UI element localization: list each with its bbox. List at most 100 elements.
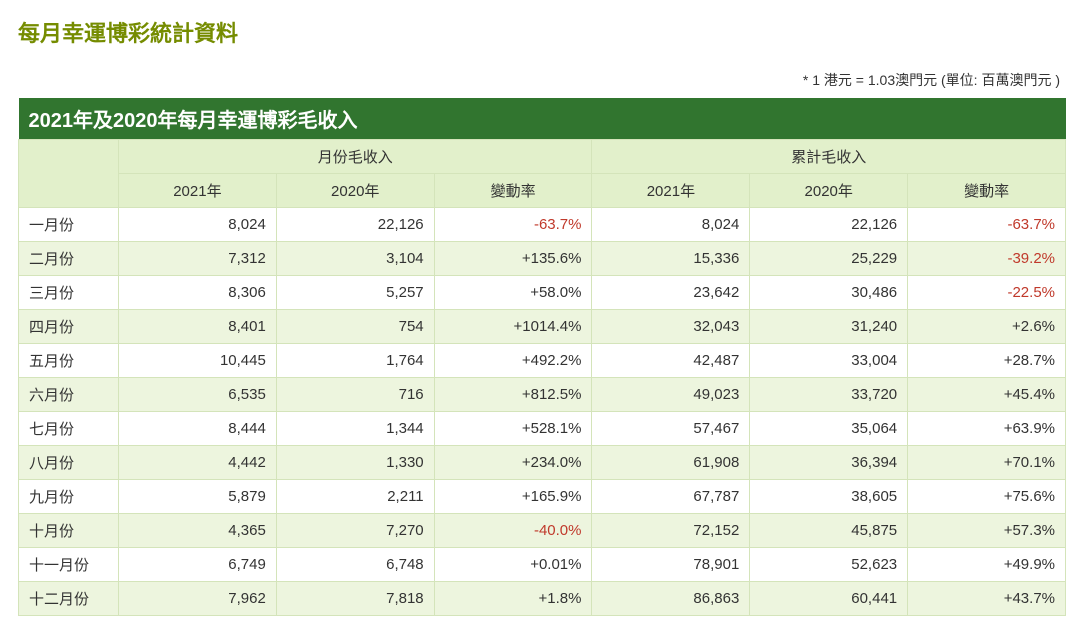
- month-label: 十二月份: [19, 582, 119, 616]
- cumulative-2021: 72,152: [592, 514, 750, 548]
- month-label: 一月份: [19, 208, 119, 242]
- monthly-2020: 1,330: [276, 446, 434, 480]
- monthly-2021: 7,312: [119, 242, 277, 276]
- monthly-2021: 8,306: [119, 276, 277, 310]
- table-row: 五月份10,4451,764+492.2%42,48733,004+28.7%: [19, 344, 1066, 378]
- cumulative-2021: 32,043: [592, 310, 750, 344]
- group-header-row: 月份毛收入 累計毛收入: [19, 140, 1066, 174]
- monthly-2021: 5,879: [119, 480, 277, 514]
- monthly-rate: +1.8%: [434, 582, 592, 616]
- monthly-2021: 8,401: [119, 310, 277, 344]
- cumulative-2020: 33,004: [750, 344, 908, 378]
- monthly-rate: +1014.4%: [434, 310, 592, 344]
- monthly-2021: 4,365: [119, 514, 277, 548]
- monthly-2020: 22,126: [276, 208, 434, 242]
- cumulative-rate: -63.7%: [908, 208, 1066, 242]
- col-header: 2021年: [119, 174, 277, 208]
- cumulative-2020: 60,441: [750, 582, 908, 616]
- stats-table: 2021年及2020年每月幸運博彩毛收入 月份毛收入 累計毛收入 2021年 2…: [18, 98, 1066, 616]
- group-header-cumulative: 累計毛收入: [592, 140, 1066, 174]
- cumulative-2021: 23,642: [592, 276, 750, 310]
- month-label: 四月份: [19, 310, 119, 344]
- monthly-2020: 716: [276, 378, 434, 412]
- cumulative-2020: 36,394: [750, 446, 908, 480]
- table-row: 八月份4,4421,330+234.0%61,90836,394+70.1%: [19, 446, 1066, 480]
- cumulative-2020: 52,623: [750, 548, 908, 582]
- month-label: 二月份: [19, 242, 119, 276]
- table-row: 七月份8,4441,344+528.1%57,46735,064+63.9%: [19, 412, 1066, 446]
- table-row: 十二月份7,9627,818+1.8%86,86360,441+43.7%: [19, 582, 1066, 616]
- cumulative-2021: 86,863: [592, 582, 750, 616]
- cumulative-2020: 25,229: [750, 242, 908, 276]
- col-header: 變動率: [908, 174, 1066, 208]
- col-header: 變動率: [434, 174, 592, 208]
- monthly-rate: +135.6%: [434, 242, 592, 276]
- table-row: 三月份8,3065,257+58.0%23,64230,486-22.5%: [19, 276, 1066, 310]
- cumulative-rate: -22.5%: [908, 276, 1066, 310]
- month-label: 三月份: [19, 276, 119, 310]
- monthly-2021: 8,024: [119, 208, 277, 242]
- monthly-2020: 7,270: [276, 514, 434, 548]
- unit-note: * 1 港元 = 1.03澳門元 (單位: 百萬澳門元 ): [18, 70, 1060, 90]
- table-row: 二月份7,3123,104+135.6%15,33625,229-39.2%: [19, 242, 1066, 276]
- cumulative-2020: 38,605: [750, 480, 908, 514]
- table-row: 十月份4,3657,270-40.0%72,15245,875+57.3%: [19, 514, 1066, 548]
- month-label: 五月份: [19, 344, 119, 378]
- monthly-rate: +492.2%: [434, 344, 592, 378]
- monthly-2021: 4,442: [119, 446, 277, 480]
- cumulative-rate: +57.3%: [908, 514, 1066, 548]
- table-caption: 2021年及2020年每月幸運博彩毛收入: [19, 98, 1066, 140]
- cumulative-rate: -39.2%: [908, 242, 1066, 276]
- cumulative-2021: 49,023: [592, 378, 750, 412]
- month-label: 七月份: [19, 412, 119, 446]
- monthly-2020: 3,104: [276, 242, 434, 276]
- cumulative-2020: 31,240: [750, 310, 908, 344]
- group-header-monthly: 月份毛收入: [119, 140, 592, 174]
- month-label: 八月份: [19, 446, 119, 480]
- cumulative-2020: 33,720: [750, 378, 908, 412]
- monthly-2021: 7,962: [119, 582, 277, 616]
- cumulative-2021: 78,901: [592, 548, 750, 582]
- monthly-rate: +234.0%: [434, 446, 592, 480]
- cumulative-2021: 57,467: [592, 412, 750, 446]
- monthly-2020: 6,748: [276, 548, 434, 582]
- cumulative-2020: 22,126: [750, 208, 908, 242]
- monthly-rate: +0.01%: [434, 548, 592, 582]
- monthly-2020: 2,211: [276, 480, 434, 514]
- table-body: 一月份8,02422,126-63.7%8,02422,126-63.7%二月份…: [19, 208, 1066, 616]
- table-row: 十一月份6,7496,748+0.01%78,90152,623+49.9%: [19, 548, 1066, 582]
- month-label: 十一月份: [19, 548, 119, 582]
- cumulative-2020: 45,875: [750, 514, 908, 548]
- monthly-rate: -40.0%: [434, 514, 592, 548]
- monthly-rate: +58.0%: [434, 276, 592, 310]
- monthly-rate: +528.1%: [434, 412, 592, 446]
- monthly-2021: 10,445: [119, 344, 277, 378]
- col-header: 2020年: [750, 174, 908, 208]
- cumulative-rate: +2.6%: [908, 310, 1066, 344]
- cumulative-rate: +45.4%: [908, 378, 1066, 412]
- month-label: 六月份: [19, 378, 119, 412]
- cumulative-2021: 61,908: [592, 446, 750, 480]
- monthly-2020: 1,764: [276, 344, 434, 378]
- monthly-rate: +165.9%: [434, 480, 592, 514]
- cumulative-2021: 8,024: [592, 208, 750, 242]
- cumulative-rate: +49.9%: [908, 548, 1066, 582]
- col-header: 2021年: [592, 174, 750, 208]
- cumulative-rate: +70.1%: [908, 446, 1066, 480]
- monthly-2020: 1,344: [276, 412, 434, 446]
- cumulative-rate: +28.7%: [908, 344, 1066, 378]
- monthly-2021: 6,749: [119, 548, 277, 582]
- cumulative-2021: 15,336: [592, 242, 750, 276]
- table-caption-row: 2021年及2020年每月幸運博彩毛收入: [19, 98, 1066, 140]
- cumulative-2020: 35,064: [750, 412, 908, 446]
- col-header: 2020年: [276, 174, 434, 208]
- page-title: 每月幸運博彩統計資料: [18, 16, 1066, 48]
- cumulative-rate: +43.7%: [908, 582, 1066, 616]
- month-label: 九月份: [19, 480, 119, 514]
- table-row: 一月份8,02422,126-63.7%8,02422,126-63.7%: [19, 208, 1066, 242]
- monthly-2020: 5,257: [276, 276, 434, 310]
- monthly-2021: 6,535: [119, 378, 277, 412]
- table-row: 六月份6,535716+812.5%49,02333,720+45.4%: [19, 378, 1066, 412]
- corner-header: [19, 140, 119, 208]
- cumulative-rate: +63.9%: [908, 412, 1066, 446]
